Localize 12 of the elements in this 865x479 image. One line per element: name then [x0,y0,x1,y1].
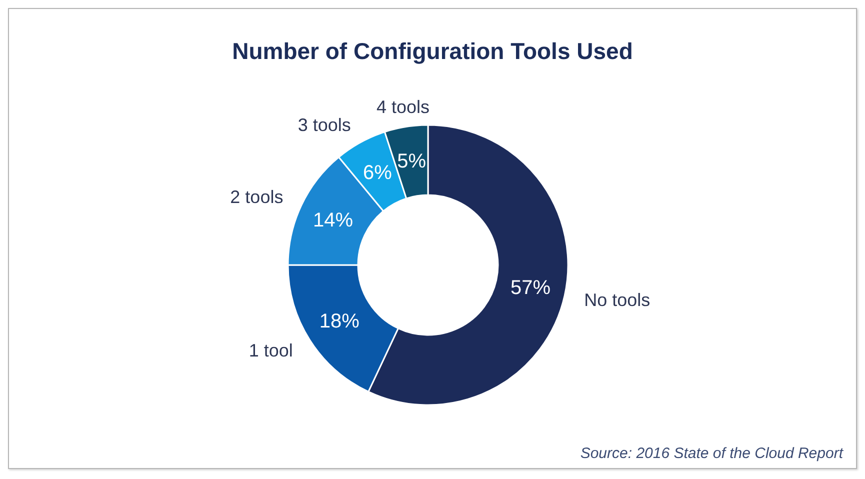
data-label: 6% [362,162,392,184]
data-label: 14% [312,209,354,232]
slice-label: 1 tool [248,340,293,361]
data-label: 18% [319,310,360,332]
slice-label: No tools [584,290,650,310]
data-label: 57% [510,276,551,299]
slice-label: 4 tools [376,96,430,117]
slice-label: 3 tools [298,114,351,135]
chart-title: Number of Configuration Tools Used [231,38,634,65]
data-label: 5% [397,150,426,172]
source-note: Source: 2016 State of the Cloud Report [580,445,843,462]
slice-label: 2 tools [230,186,284,207]
